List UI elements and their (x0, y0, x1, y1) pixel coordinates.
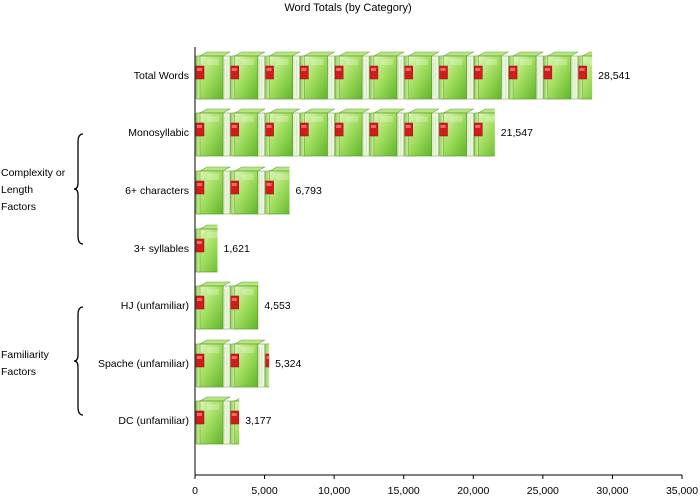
book-icon (230, 281, 259, 330)
group-label-line: Familiarity (1, 349, 50, 361)
book-icon (230, 51, 266, 100)
book-icon (543, 51, 579, 100)
chart-title: Word Totals (by Category) (284, 2, 411, 14)
bars-layer (195, 51, 593, 445)
book-icon (230, 339, 266, 388)
group-familiarity: Familiarity Factors (1, 306, 84, 416)
book-icon (404, 108, 440, 157)
x-tick-label: 0 (192, 485, 198, 497)
bar-monosyllabic (195, 108, 495, 157)
book-icon (369, 51, 405, 100)
x-tick-label: 5,000 (251, 485, 277, 497)
data-label-hj-unfamiliar: 4,553 (264, 300, 290, 312)
book-icon (473, 51, 509, 100)
group-brace (73, 133, 84, 245)
book-icon (195, 396, 231, 445)
category-label-3-syllables: 3+ syllables (134, 243, 189, 255)
category-label-dc-unfamiliar: DC (unfamiliar) (118, 415, 189, 427)
book-icon (230, 166, 266, 215)
book-icon (195, 166, 231, 215)
x-tick-label: 30,000 (596, 485, 628, 497)
book-icon (508, 51, 544, 100)
data-label-spache-unfamiliar: 5,324 (275, 358, 301, 370)
book-icon (439, 108, 474, 157)
book-icon (195, 281, 231, 330)
bar-hj-unfamiliar (195, 281, 259, 330)
book-icon (334, 51, 370, 100)
category-labels: 28,541 Total Words 21,547 Monosyllabic 6,793… (98, 70, 630, 427)
group-labels: Complexity or Length Factors Familiarity Fac… (1, 133, 84, 416)
book-icon (299, 108, 335, 157)
book-icon (195, 339, 231, 388)
book-icon (265, 51, 301, 100)
data-label-total-words: 28,541 (598, 70, 630, 82)
category-label-hj-unfamiliar: HJ (unfamiliar) (121, 300, 189, 312)
book-icon (230, 108, 266, 157)
book-icon (299, 51, 335, 100)
book-icon (195, 108, 231, 157)
data-label-3-syllables: 1,621 (224, 243, 250, 255)
data-label-monosyllabic: 21,547 (501, 127, 533, 139)
category-label-spache-unfamiliar: Spache (unfamiliar) (98, 358, 189, 370)
x-tick-label: 25,000 (527, 485, 559, 497)
x-tick-label: 15,000 (388, 485, 420, 497)
category-label-total-words: Total Words (134, 70, 189, 82)
book-icon (265, 108, 301, 157)
x-tick-label: 20,000 (457, 485, 489, 497)
group-complexity-length: Complexity or Length Factors (1, 133, 84, 245)
group-label-line: Factors (1, 366, 36, 378)
axes: 0 5,000 10,000 15,000 20,000 25,000 30,000 35,0… (192, 47, 698, 497)
category-label-6-characters: 6+ characters (125, 185, 189, 197)
bar-6-characters (195, 166, 290, 215)
book-icon (265, 166, 290, 215)
data-label-dc-unfamiliar: 3,177 (245, 415, 271, 427)
x-tick-label: 35,000 (666, 485, 698, 497)
data-label-6-characters: 6,793 (296, 185, 322, 197)
group-brace (73, 306, 84, 416)
book-icon (369, 108, 405, 157)
book-icon (195, 51, 231, 100)
book-icon (404, 51, 440, 100)
category-label-monosyllabic: Monosyllabic (128, 127, 189, 139)
x-tick-label: 10,000 (318, 485, 350, 497)
group-label-line: Length (1, 184, 33, 196)
group-label-line: Factors (1, 201, 36, 213)
group-label-line: Complexity or (1, 167, 66, 179)
book-icon (334, 108, 370, 157)
book-icon (439, 51, 474, 100)
bar-total-words (195, 51, 593, 100)
